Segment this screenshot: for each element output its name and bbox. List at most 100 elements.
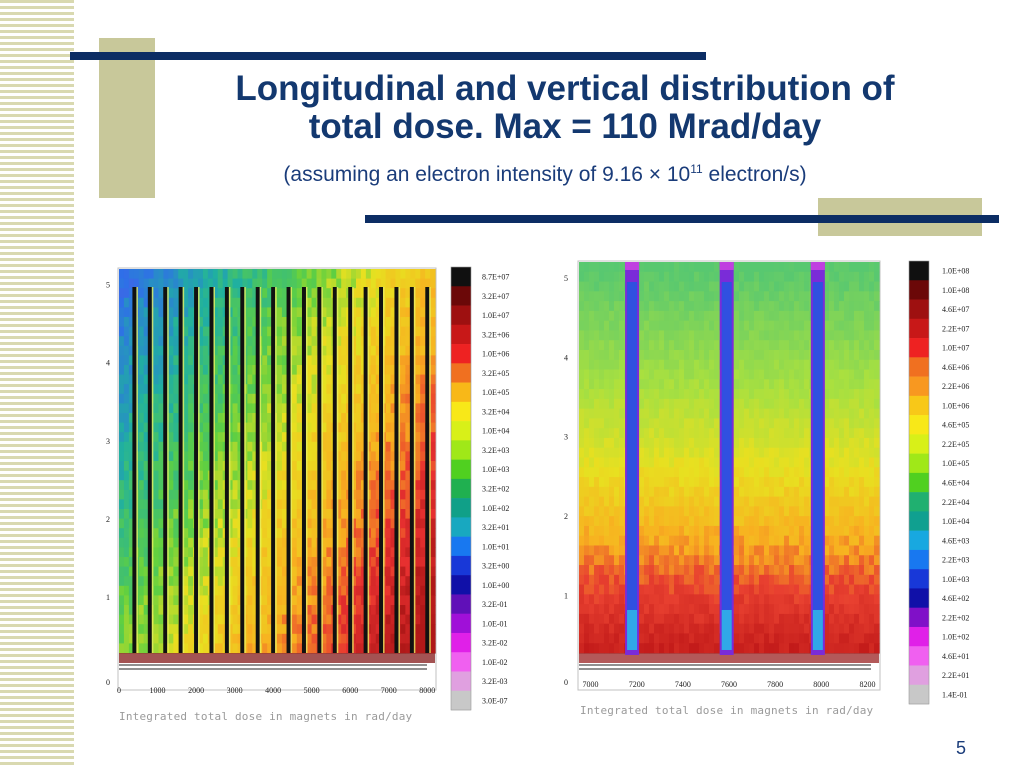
heat-cell — [834, 418, 840, 429]
heat-cell — [764, 301, 770, 312]
heat-cell — [674, 437, 680, 449]
heat-cell — [400, 499, 406, 510]
heat-cell — [291, 518, 298, 529]
heat-cell — [123, 403, 130, 414]
subtitle-text-pre: (assuming an electron intensity of 9.16 … — [283, 163, 691, 186]
heat-cell — [351, 336, 357, 347]
heat-cell — [390, 499, 397, 510]
heat-cell — [390, 624, 397, 635]
heat-cell — [774, 310, 780, 322]
heat-cell — [779, 623, 785, 635]
heat-cell — [799, 310, 805, 322]
heat-cell — [664, 349, 670, 361]
heat-cell — [306, 451, 313, 462]
heat-cell — [262, 480, 268, 491]
heat-cell — [834, 281, 840, 292]
heat-cell — [799, 418, 805, 429]
heat-cell — [281, 470, 288, 481]
heat-cell — [212, 278, 219, 289]
heat-cell — [202, 384, 209, 395]
heat-cell — [579, 643, 585, 654]
heat-cell — [277, 307, 283, 318]
heat-cell — [138, 384, 145, 395]
heat-cell — [351, 537, 357, 548]
heat-cell — [829, 545, 835, 556]
heat-cell — [237, 557, 244, 568]
heat-cell — [744, 477, 750, 488]
heat-cell — [679, 428, 685, 439]
heat-cell — [202, 336, 209, 347]
heat-cell — [854, 398, 860, 410]
heat-cell — [704, 271, 710, 283]
heat-cell — [400, 537, 406, 548]
heat-cell — [599, 633, 605, 644]
heat-cell — [704, 574, 710, 586]
heat-cell — [704, 340, 710, 351]
heat-cell — [128, 269, 135, 280]
colorbar-label: 3.2E-03 — [482, 677, 508, 686]
heat-cell — [138, 528, 145, 539]
magnet-stripe — [194, 287, 199, 653]
heat-cell — [405, 518, 411, 529]
heat-cell — [789, 408, 795, 420]
magnet-edge — [398, 287, 400, 653]
heat-cell — [764, 545, 770, 556]
heat-cell — [734, 594, 740, 605]
heat-cell — [212, 547, 219, 558]
heat-cell — [351, 547, 357, 558]
heat-cell — [212, 384, 219, 395]
heat-cell — [370, 461, 377, 472]
heat-cell — [829, 320, 835, 332]
heat-cell — [415, 499, 421, 510]
heat-cell — [119, 297, 125, 308]
heat-cell — [579, 467, 585, 478]
heat-cell — [784, 516, 790, 527]
heat-cell — [143, 307, 150, 318]
heat-cell — [839, 281, 845, 292]
heat-cell — [689, 613, 695, 625]
heat-cell — [759, 457, 765, 468]
heat-cell — [247, 461, 253, 472]
heat-cell — [664, 262, 670, 273]
heat-cell — [252, 278, 258, 289]
heat-cell — [173, 614, 179, 625]
heat-cell — [341, 413, 347, 424]
heat-cell — [351, 345, 357, 356]
heat-cell — [664, 408, 670, 420]
heat-cell — [734, 271, 740, 283]
heat-cell — [173, 537, 179, 548]
heat-cell — [714, 643, 720, 654]
heat-cell — [659, 369, 665, 380]
heat-cell — [405, 374, 411, 385]
heat-cell — [744, 623, 750, 635]
heat-cell — [774, 525, 780, 537]
heat-cell — [774, 516, 780, 527]
heat-cell — [321, 365, 327, 376]
heat-cell — [804, 340, 810, 351]
heat-cell — [684, 291, 690, 302]
heat-cell — [714, 594, 720, 605]
heat-cell — [784, 525, 790, 537]
heat-cell — [859, 525, 865, 537]
heat-cell — [744, 408, 750, 420]
heat-cell — [829, 437, 835, 449]
heat-cell — [619, 349, 625, 361]
heat-cell — [311, 422, 318, 433]
heat-cell — [709, 555, 715, 566]
heat-cell — [277, 317, 283, 328]
heat-cell — [779, 555, 785, 566]
heat-cell — [306, 547, 313, 558]
heat-cell — [168, 518, 174, 529]
heat-cell — [237, 528, 244, 539]
heat-cell — [864, 506, 870, 517]
heat-cell — [824, 477, 830, 488]
heat-cell — [584, 516, 590, 527]
heat-cell — [341, 585, 347, 596]
heat-cell — [306, 518, 313, 529]
heat-cell — [779, 643, 785, 654]
heat-cell — [644, 613, 650, 625]
heat-cell — [415, 441, 421, 452]
heat-cell — [336, 317, 342, 328]
heat-cell — [754, 555, 760, 566]
heat-cell — [183, 643, 189, 654]
